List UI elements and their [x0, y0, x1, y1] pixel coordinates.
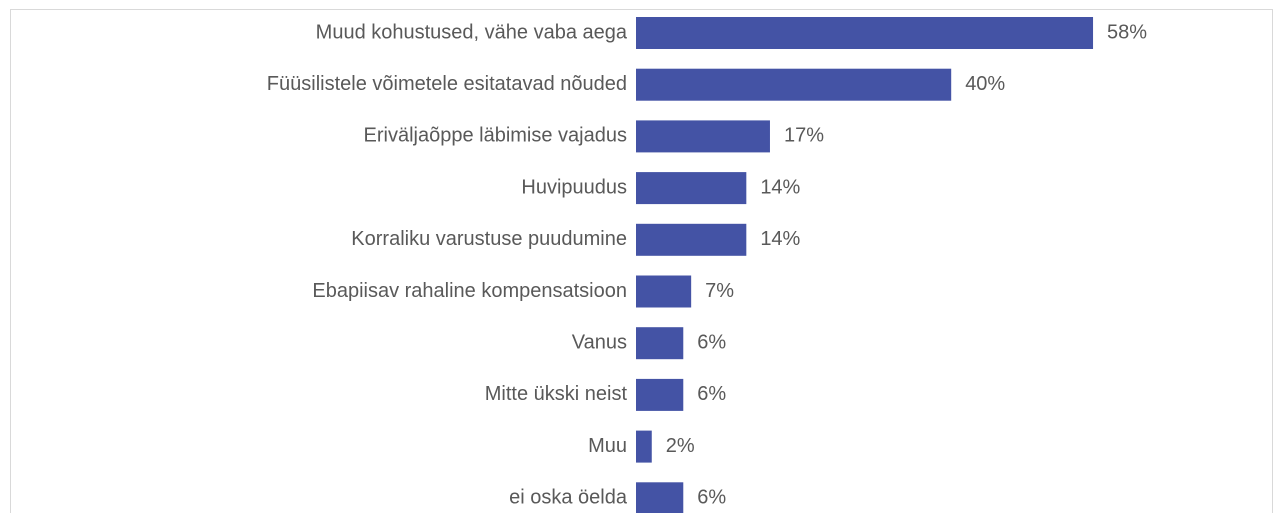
category-label: Muud kohustused, vähe vaba aega	[316, 21, 628, 43]
bar	[636, 430, 652, 463]
chart-frame	[10, 9, 1273, 513]
value-label: 6%	[697, 383, 726, 405]
value-label: 14%	[760, 228, 800, 250]
bar	[636, 327, 684, 360]
category-label: Korraliku varustuse puudumine	[351, 228, 627, 250]
value-label: 17%	[784, 125, 824, 147]
value-label: 40%	[965, 73, 1005, 95]
category-label: Huvipuudus	[521, 176, 627, 198]
value-label: 2%	[666, 435, 695, 457]
category-label: Ebapiisav rahaline kompensatsioon	[312, 280, 627, 302]
value-label: 58%	[1107, 21, 1147, 43]
value-label: 6%	[697, 331, 726, 353]
bar	[636, 482, 684, 513]
category-label: Füüsilistele võimetele esitatavad nõuded	[267, 73, 627, 95]
bar	[636, 172, 747, 205]
category-label: Muu	[588, 435, 627, 457]
value-label: 7%	[705, 280, 734, 302]
bar	[636, 17, 1094, 49]
category-label: Vanus	[572, 331, 627, 353]
bar	[636, 378, 684, 411]
bar	[636, 223, 747, 256]
value-label: 14%	[760, 176, 800, 198]
bar	[636, 275, 692, 308]
value-label: 6%	[697, 487, 726, 509]
bar	[636, 68, 952, 101]
bar	[636, 120, 770, 153]
category-label: ei oska öelda	[509, 487, 628, 509]
category-label: Eriväljaõppe läbimise vajadus	[364, 125, 627, 147]
category-label: Mitte ükski neist	[485, 383, 628, 405]
